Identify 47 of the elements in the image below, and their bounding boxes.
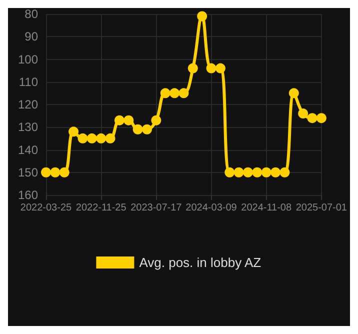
point	[280, 167, 290, 178]
y-tick-label: 110	[18, 74, 38, 89]
y-tick-label: 90	[24, 30, 38, 44]
point	[151, 115, 162, 126]
point	[132, 124, 143, 134]
y-tick-label: 140	[18, 142, 38, 157]
x-tick-label: 2025-07-01	[296, 202, 348, 214]
point	[160, 88, 170, 98]
point	[105, 133, 116, 144]
point	[114, 115, 124, 126]
y-tick-label: 130	[18, 120, 38, 134]
x-tick-label: 2023-07-17	[130, 202, 182, 214]
point	[142, 124, 152, 134]
point	[124, 115, 134, 126]
point	[206, 63, 216, 74]
point	[298, 108, 308, 119]
point	[242, 167, 253, 178]
point	[288, 88, 299, 98]
point	[96, 133, 106, 144]
point	[307, 113, 318, 124]
x-tick-label: 2024-03-09	[186, 202, 238, 214]
y-tick-label: 100	[18, 52, 38, 66]
y-tick-label: 160	[18, 188, 38, 202]
legend-label: Avg. pos. in lobby AZ	[139, 255, 262, 270]
point	[86, 133, 97, 144]
point	[316, 113, 326, 124]
y-tick-label: 150	[18, 165, 38, 180]
point	[178, 88, 189, 98]
point	[252, 167, 262, 178]
point	[78, 133, 88, 144]
point	[41, 167, 51, 178]
x-tick-label: 2022-11-25	[76, 202, 127, 214]
point	[50, 167, 60, 178]
point	[224, 167, 235, 178]
point	[234, 167, 244, 178]
point	[68, 126, 79, 137]
point	[215, 63, 226, 74]
point	[59, 167, 70, 178]
y-tick-label: 120	[18, 98, 38, 112]
point	[261, 167, 272, 178]
y-tick-label: 80	[24, 7, 38, 21]
x-tick-label: 2022-03-25	[20, 202, 72, 214]
x-tick-label: 2024-11-08	[241, 202, 292, 214]
point	[188, 63, 198, 74]
point	[170, 88, 180, 98]
point	[270, 167, 281, 178]
point	[197, 11, 208, 22]
